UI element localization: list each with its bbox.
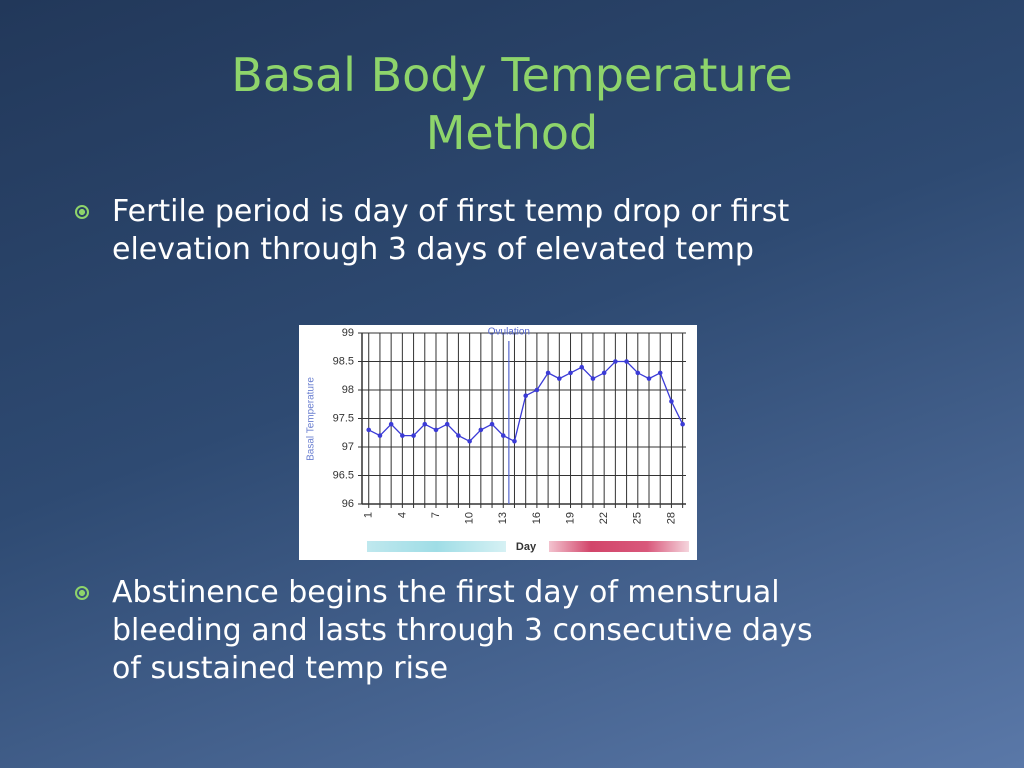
x-tick-label: 10 — [464, 512, 476, 524]
bullet-line: Abstinence begins the first day of menst… — [112, 575, 780, 610]
point — [568, 370, 573, 376]
point — [601, 370, 607, 376]
chart: Day Basal Temperature 96 96.5 97 97.5 98 98.5… — [299, 325, 697, 560]
bullet-line: bleeding and lasts through 3 consecutive… — [112, 613, 813, 648]
annotation: Ovulation — [488, 327, 530, 338]
x-tick-label: 4 — [396, 512, 408, 518]
point — [433, 427, 439, 433]
point — [646, 376, 652, 381]
point — [523, 393, 528, 398]
point — [422, 421, 428, 427]
point — [388, 421, 394, 427]
point — [478, 427, 484, 433]
x-tick-label: 16 — [531, 512, 543, 524]
x-tick-label: 25 — [632, 512, 644, 524]
point — [534, 387, 540, 393]
y-axis-label: Basal Temperature — [306, 377, 317, 461]
title-line: Basal Body Temperature — [231, 48, 793, 102]
point — [377, 433, 383, 438]
y-tick-label: 97.5 — [333, 412, 354, 424]
follicular-band — [367, 541, 506, 552]
x-tick-label: 13 — [497, 512, 509, 524]
bullet-line: of sustained temp rise — [112, 651, 449, 686]
point — [635, 370, 641, 376]
y-tick-label: 98.5 — [333, 355, 354, 367]
point — [545, 370, 551, 376]
point — [489, 421, 495, 427]
luteal-band — [549, 541, 689, 552]
bullet-line: elevation through 3 days of elevated tem… — [112, 232, 754, 267]
x-tick-label: 22 — [598, 512, 610, 524]
point — [411, 433, 416, 438]
point — [680, 421, 685, 427]
point — [624, 359, 629, 364]
y-tick-label: 98 — [342, 384, 354, 396]
bullet: Fertile period is day of first temp drop… — [74, 193, 790, 269]
point — [512, 439, 517, 444]
x-axis-label: Day — [516, 541, 537, 553]
point — [500, 433, 506, 438]
y-tick-label: 96 — [342, 498, 354, 510]
point — [400, 433, 405, 438]
bullet-line: Fertile period is day of first temp drop… — [112, 194, 790, 229]
point — [557, 376, 562, 381]
point — [467, 439, 472, 444]
point — [444, 421, 450, 427]
bullet: Abstinence begins the first day of menst… — [75, 574, 813, 688]
point — [613, 359, 618, 364]
point — [366, 427, 372, 433]
x-tick-label: 19 — [564, 512, 576, 524]
point — [657, 370, 663, 376]
x-tick-label: 1 — [363, 512, 375, 518]
slide-title: Basal Body Temperature Method — [0, 46, 1024, 162]
y-tick-label: 99 — [342, 327, 354, 339]
y-tick-label: 97 — [342, 441, 354, 453]
x-tick-label: 28 — [665, 512, 677, 524]
point — [456, 433, 461, 438]
x-tick-label: 7 — [430, 512, 442, 518]
point — [669, 399, 674, 404]
point — [579, 364, 585, 370]
y-tick-label: 96.5 — [333, 469, 354, 481]
title-line: Method — [425, 106, 599, 160]
point — [590, 376, 596, 381]
